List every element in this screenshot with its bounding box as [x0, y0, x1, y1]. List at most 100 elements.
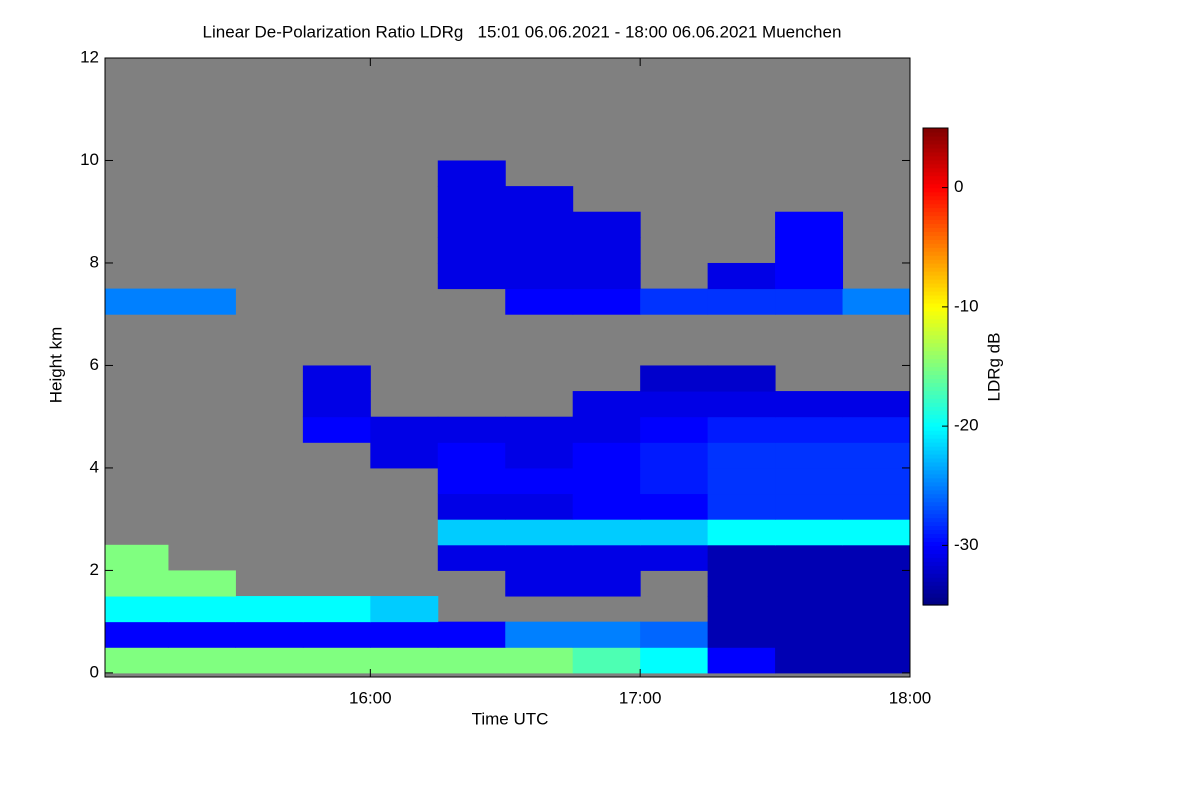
heatmap-cell [437, 237, 506, 264]
colorbar-swatch [923, 350, 948, 356]
heatmap-cell [437, 544, 506, 571]
colorbar-swatch [923, 219, 948, 224]
colorbar-swatch [923, 398, 948, 403]
heatmap-cell [842, 596, 910, 623]
heatmap-cell [370, 442, 439, 469]
colorbar-swatch [923, 577, 948, 582]
heatmap-cell [640, 519, 709, 546]
colorbar-swatch [923, 390, 948, 395]
colorbar-swatch [923, 243, 948, 248]
colorbar-swatch [923, 207, 948, 213]
colorbar-swatch [923, 374, 948, 380]
colorbar-swatch [923, 561, 948, 566]
colorbar-swatch [923, 553, 948, 558]
heatmap [105, 58, 910, 677]
colorbar-swatch [923, 557, 948, 562]
colorbar-swatch [923, 334, 948, 340]
heatmap-cell [370, 596, 439, 623]
colorbar-swatch [923, 581, 948, 586]
colorbar-swatch [923, 601, 948, 606]
x-tick-label: 16:00 [349, 688, 392, 707]
heatmap-cell [707, 442, 776, 469]
colorbar-swatch [923, 497, 948, 503]
heatmap-cell [707, 493, 776, 520]
heatmap-cell [707, 596, 776, 623]
colorbar-swatch [923, 275, 948, 280]
heatmap-cell [775, 621, 844, 648]
colorbar-swatch [923, 426, 948, 431]
heatmap-cell [167, 647, 236, 674]
colorbar-tick-label: -20 [954, 416, 979, 435]
heatmap-cell [572, 416, 641, 443]
heatmap-cell [505, 467, 574, 495]
heatmap-cell [572, 519, 641, 546]
heatmap-cell [505, 647, 574, 674]
colorbar-swatch [923, 159, 948, 165]
heatmap-cell [640, 365, 709, 392]
colorbar-swatch [923, 477, 948, 483]
heatmap-cell [640, 416, 709, 443]
colorbar-swatch [923, 239, 948, 244]
colorbar-swatch [923, 310, 948, 316]
heatmap-cell [572, 570, 641, 597]
colorbar-swatch [923, 151, 948, 157]
colorbar-swatch [923, 131, 948, 137]
colorbar-swatch [923, 195, 948, 201]
heatmap-cell [105, 288, 169, 315]
heatmap-cell [707, 467, 776, 495]
heatmap-cell [775, 519, 844, 546]
colorbar-frame [922, 127, 949, 606]
colorbar-swatch [923, 191, 948, 197]
colorbar-swatch [923, 139, 948, 145]
heatmap-cell [640, 621, 709, 648]
colorbar-swatch [923, 155, 948, 161]
heatmap-cell [167, 288, 236, 315]
colorbar-swatch [923, 533, 948, 539]
colorbar-swatch [923, 171, 948, 177]
y-axis-label: Height km [46, 327, 65, 404]
heatmap-cell [775, 262, 844, 290]
heatmap-cell [707, 391, 776, 418]
heatmap-cell [842, 442, 910, 469]
heatmap-cell [167, 596, 236, 623]
heatmap-cell [707, 262, 776, 290]
heatmap-cell [235, 647, 304, 674]
colorbar-swatch [923, 378, 948, 383]
heatmap-cell [842, 647, 910, 674]
colorbar-swatch [923, 362, 948, 368]
heatmap-cell [775, 211, 844, 238]
heatmap-cell [640, 391, 709, 418]
colorbar-swatch [923, 215, 948, 221]
colorbar-swatch [923, 406, 948, 411]
colorbar-swatch [923, 283, 948, 288]
heatmap-cell [842, 416, 910, 443]
heatmap-cell [842, 544, 910, 571]
colorbar-swatch [923, 589, 948, 594]
heatmap-cell [775, 237, 844, 264]
x-tick-label: 18:00 [889, 688, 932, 707]
heatmap-cell [235, 596, 304, 623]
heatmap-cell [775, 544, 844, 571]
colorbar-swatch [923, 318, 948, 324]
heatmap-cell [572, 391, 641, 418]
heatmap-cell [707, 519, 776, 546]
colorbar-swatch [923, 453, 948, 459]
x-tick-label: 17:00 [619, 688, 662, 707]
heatmap-cell [302, 416, 371, 443]
heatmap-cell [437, 621, 506, 648]
y-tick-label: 6 [90, 355, 99, 374]
colorbar-swatch [923, 382, 948, 387]
heatmap-cell [505, 493, 574, 520]
heatmap-cell [842, 570, 910, 597]
colorbar-swatch [923, 271, 948, 276]
colorbar-swatch [923, 386, 948, 391]
heatmap-cell [775, 570, 844, 597]
colorbar-swatch [923, 287, 948, 292]
colorbar-swatch [923, 501, 948, 507]
colorbar-swatch [923, 167, 948, 173]
colorbar-swatch [923, 187, 948, 193]
heatmap-cell [707, 647, 776, 674]
heatmap-cell [105, 647, 169, 674]
colorbar-swatch [923, 290, 948, 296]
heatmap-cell [775, 442, 844, 469]
